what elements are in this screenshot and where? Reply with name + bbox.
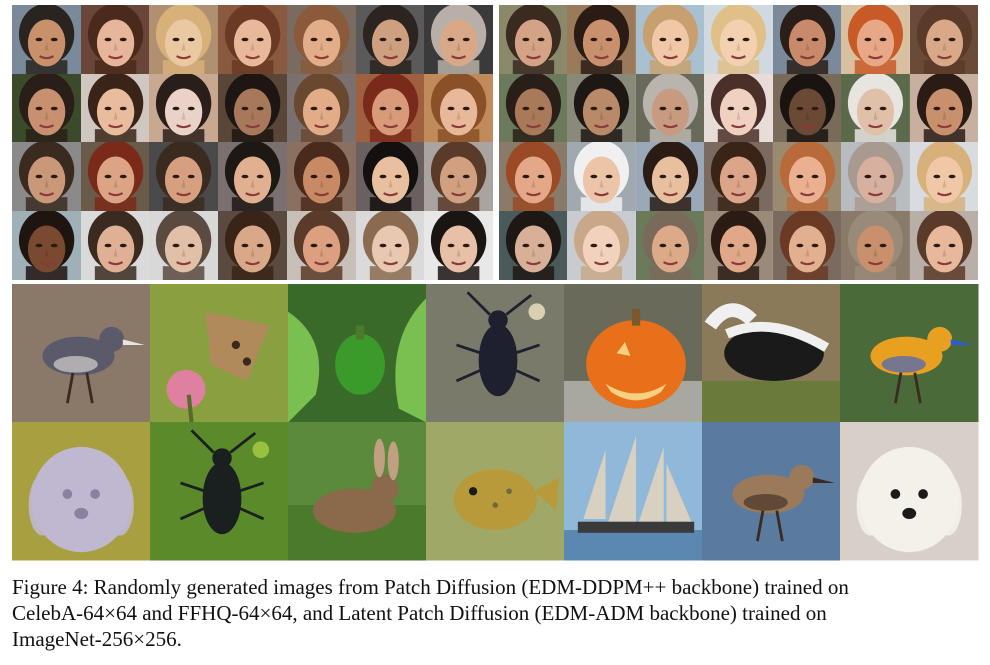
face-sample-tile [909,210,979,280]
face-sample-tile [424,210,494,280]
sample-tile-ground-beetle [150,422,289,561]
face-sample-tile [218,5,288,74]
face-sample-tile [499,142,568,211]
face-sample-tile [499,73,568,143]
imagenet-sample-grid [12,284,979,561]
face-sample-tile [772,210,842,280]
face-sample-tile [635,210,705,280]
celeba-face-grid [12,5,494,280]
face-sample-tile [567,142,637,211]
face-sample-tile [80,73,150,143]
face-sample-tile [218,73,288,143]
sample-tile-skunk [702,284,841,423]
face-sample-tile [424,73,494,143]
face-sample-tile [286,210,357,280]
sample-tile-jack-o-lantern [564,284,703,423]
sample-tile-sailing-ship [564,422,703,561]
face-sample-tile [567,210,637,280]
face-sample-tile [424,142,494,211]
face-sample-tile [80,5,150,74]
face-sample-tile [704,73,774,143]
face-sample-tile [841,210,911,280]
face-sample-tile [567,73,637,143]
face-sample-tile [704,142,774,211]
ffhq-face-grid [499,5,979,280]
face-sample-tile [499,5,568,74]
face-sample-tile [12,5,82,74]
face-sample-tile [499,210,568,280]
face-sample-tile [80,210,150,280]
face-sample-tile [772,5,842,74]
face-sample-tile [909,73,979,143]
face-sample-tile [12,142,82,211]
caption-line-3: ImageNet-256×256. [12,627,182,651]
figure-caption: Figure 4: Randomly generated images from… [12,574,980,652]
face-sample-tile [12,210,82,280]
face-sample-tile [424,5,494,74]
face-sample-tile [355,142,425,211]
sample-tile-sandpiper-bird [12,284,151,423]
sample-tile-bedlington-terrier [12,422,151,561]
face-sample-tile [772,73,842,143]
face-sample-tile [772,142,842,211]
sample-tile-rabbit [288,422,427,561]
face-sample-tile [841,142,911,211]
sample-tile-green-pepper [288,284,427,423]
face-sample-tile [286,73,357,143]
face-sample-tile [635,73,705,143]
face-sample-tile [635,5,705,74]
face-sample-tile [149,73,219,143]
face-sample-tile [567,5,637,74]
face-sample-tile [355,210,425,280]
face-sample-tile [909,5,979,74]
face-sample-tile [12,73,82,143]
caption-line-1: Figure 4: Randomly generated images from… [12,575,849,599]
face-sample-tile [149,210,219,280]
face-sample-tile [704,210,774,280]
face-sample-tile [286,5,357,74]
face-sample-tile [286,142,357,211]
caption-line-2: CelebA-64×64 and FFHQ-64×64, and Latent … [12,601,827,625]
face-sample-tile [704,5,774,74]
face-sample-tile [841,73,911,143]
sample-tile-curlew-bird [702,422,841,561]
sample-tile-butterfly-on-flower [150,284,289,423]
face-sample-tile [841,5,911,74]
face-sample-tile [80,142,150,211]
face-sample-tile [149,5,219,74]
face-sample-tile [355,5,425,74]
face-sample-tile [218,210,288,280]
sample-tile-pufferfish [426,422,565,561]
sample-tile-longhorn-beetle [426,284,565,423]
sample-tile-rainbow-lorikeet [840,284,979,423]
face-sample-tile [149,142,219,211]
face-sample-tile [909,142,979,211]
face-sample-tile [635,142,705,211]
face-sample-tile [218,142,288,211]
sample-tile-poodle-puppy [840,422,979,561]
face-sample-tile [355,73,425,143]
